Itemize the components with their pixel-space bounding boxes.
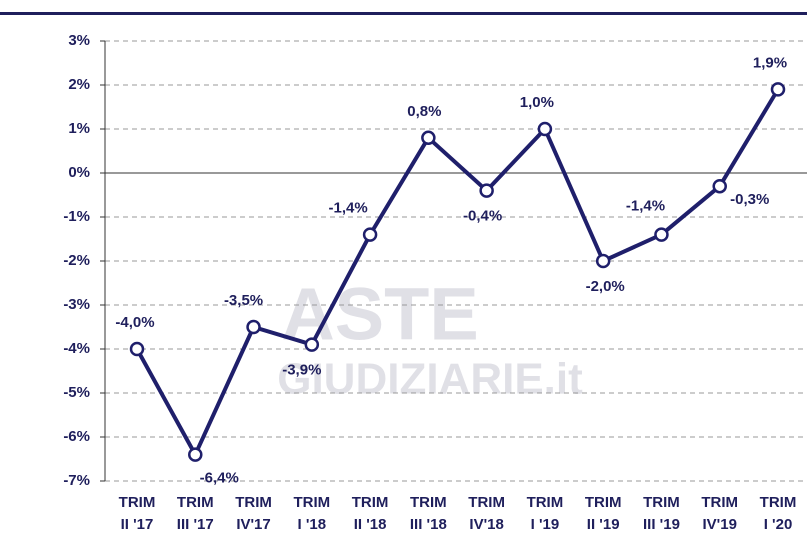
x-tick-label: TRIM (235, 494, 272, 511)
point-marker (304, 337, 320, 352)
point-marker (188, 447, 203, 462)
value-label: -6,4% (200, 470, 239, 487)
x-tick-label: TRIM (643, 494, 680, 511)
x-tick-label: TRIM (352, 494, 389, 511)
x-tick-label: TRIM (468, 494, 505, 511)
y-tick-label: -1% (63, 208, 90, 225)
x-tick-label: I '19 (531, 516, 560, 533)
x-tick-label: II '17 (121, 516, 154, 533)
point-marker (421, 130, 436, 146)
watermark: GIUDIZIARIE.it (277, 355, 583, 404)
value-label: -3,9% (282, 362, 321, 379)
y-tick-label: 0% (68, 164, 90, 181)
point-marker (770, 82, 786, 97)
point-marker (654, 227, 669, 242)
x-tick-label: TRIM (293, 494, 330, 511)
y-tick-label: -2% (63, 252, 90, 269)
series-line (135, 88, 780, 457)
point-marker (362, 227, 378, 242)
point-marker (479, 183, 494, 198)
top-rule (0, 12, 807, 15)
value-label: -1,4% (626, 198, 665, 215)
y-tick-label: 1% (68, 120, 90, 137)
x-tick-label: III '17 (177, 516, 214, 533)
y-tick-label: 2% (68, 76, 90, 93)
point-marker (537, 121, 553, 137)
x-tick-label: I '20 (764, 516, 793, 533)
y-tick-label: -3% (63, 296, 90, 313)
y-tick-label: 3% (68, 32, 90, 49)
x-tick-label: I '18 (298, 516, 327, 533)
x-tick-label: TRIM (119, 494, 156, 511)
point-marker (595, 253, 611, 269)
x-tick-label: TRIM (527, 494, 564, 511)
x-tick-label: IV'18 (469, 516, 503, 533)
y-tick-label: -5% (63, 384, 90, 401)
x-tick-label: TRIM (760, 494, 797, 511)
value-label: 1,0% (520, 94, 554, 111)
x-tick-label: IV'19 (703, 516, 737, 533)
x-tick-label: IV'17 (236, 516, 270, 533)
point-marker (246, 319, 261, 335)
value-label: -3,5% (224, 292, 263, 309)
x-tick-label: III '19 (643, 516, 680, 533)
x-tick-label: III '18 (410, 516, 447, 533)
x-tick-label: II '18 (354, 516, 387, 533)
y-tick-label: -6% (63, 428, 90, 445)
y-tick-label: -4% (63, 340, 90, 357)
value-label: -0,3% (730, 191, 769, 208)
x-tick-label: TRIM (410, 494, 447, 511)
x-tick-label: TRIM (177, 494, 214, 511)
value-label: -1,4% (328, 200, 367, 217)
x-tick-label: TRIM (701, 494, 738, 511)
value-label: -2,0% (586, 278, 625, 295)
y-tick-label: -7% (63, 472, 90, 489)
point-marker (129, 341, 145, 357)
x-tick-label: TRIM (585, 494, 622, 511)
value-label: -0,4% (463, 208, 502, 225)
value-label: 1,9% (753, 54, 787, 71)
value-label: -4,0% (115, 314, 154, 331)
value-label: 0,8% (407, 103, 441, 120)
point-marker (712, 178, 727, 194)
x-tick-label: II '19 (587, 516, 620, 533)
